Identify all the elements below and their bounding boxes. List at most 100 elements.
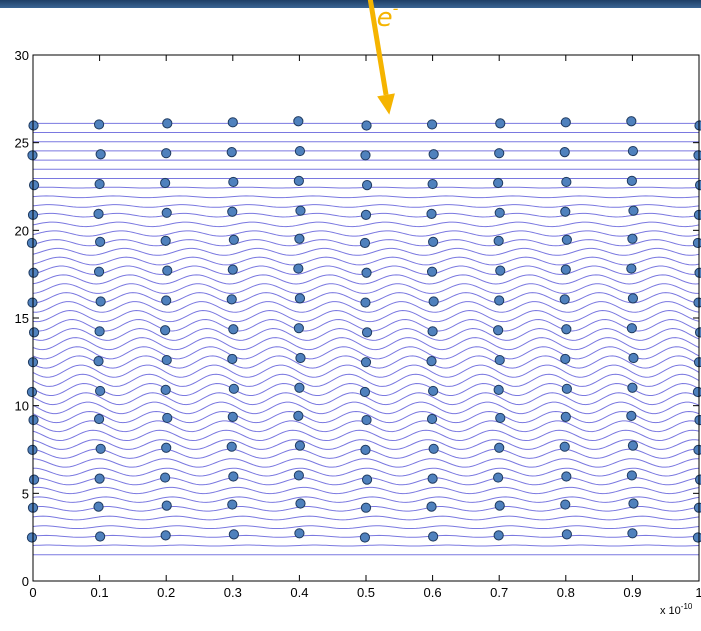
atom-point bbox=[626, 470, 637, 481]
x-tick-label: 0.7 bbox=[490, 585, 508, 600]
atom-point bbox=[628, 498, 639, 509]
y-tick-label: 20 bbox=[15, 223, 29, 238]
atom-point bbox=[694, 474, 701, 485]
atom-point bbox=[94, 473, 105, 484]
atom-point bbox=[228, 471, 239, 482]
atom-point bbox=[561, 529, 572, 540]
atom-point bbox=[160, 235, 171, 246]
atom-point bbox=[493, 472, 504, 483]
atom-point bbox=[626, 410, 637, 421]
x-axis-ticks: 0 0.1 0.2 0.3 0.4 0.5 0.6 0.7 0.8 0.9 1 bbox=[29, 55, 701, 600]
atom-point bbox=[93, 208, 104, 219]
x-tick-label: 0.6 bbox=[424, 585, 442, 600]
atom-point bbox=[226, 441, 237, 452]
atom-point bbox=[693, 444, 701, 455]
atom-point bbox=[428, 385, 439, 397]
atom-point bbox=[428, 443, 439, 454]
atom-point bbox=[426, 266, 438, 277]
atom-point bbox=[428, 296, 439, 307]
y-tick-label: 5 bbox=[22, 486, 29, 501]
atom-point bbox=[628, 205, 639, 216]
electron-arrow-shaft bbox=[367, 0, 389, 96]
streamline bbox=[33, 301, 699, 313]
atom-point bbox=[561, 324, 572, 335]
atom-point bbox=[494, 295, 505, 306]
atom-point bbox=[426, 356, 437, 367]
atom-point bbox=[694, 267, 701, 278]
atom-point bbox=[227, 353, 238, 365]
atom-point bbox=[427, 326, 438, 337]
streamline bbox=[33, 195, 699, 199]
atom-point bbox=[626, 175, 637, 186]
atom-point bbox=[361, 327, 373, 338]
y-tick-label: 25 bbox=[15, 136, 29, 151]
atom-point bbox=[26, 386, 38, 398]
atom-point bbox=[28, 120, 39, 131]
atom-point bbox=[361, 267, 372, 278]
atom-point bbox=[560, 117, 571, 128]
streamline bbox=[33, 373, 699, 387]
atom-point bbox=[95, 236, 106, 248]
atom-point bbox=[161, 354, 172, 366]
atom-point bbox=[294, 382, 305, 393]
atom-point bbox=[626, 263, 637, 274]
atom-point bbox=[426, 413, 438, 425]
atom-point bbox=[493, 384, 504, 395]
atom-point bbox=[561, 383, 572, 394]
streamline bbox=[33, 204, 699, 208]
streamline bbox=[33, 256, 699, 266]
atom-point bbox=[692, 386, 701, 398]
atom-point bbox=[627, 293, 639, 304]
atom-point bbox=[427, 473, 438, 484]
atom-point bbox=[359, 237, 371, 249]
x-tick-label: 0.2 bbox=[157, 585, 175, 600]
atom-point bbox=[627, 440, 639, 451]
atom-point bbox=[627, 145, 639, 157]
atom-point bbox=[694, 120, 701, 131]
atom-point bbox=[227, 117, 238, 128]
atom-point bbox=[561, 234, 572, 245]
atom-point bbox=[627, 233, 638, 244]
atom-point bbox=[27, 150, 38, 161]
atom-point bbox=[627, 528, 638, 539]
electron-annotation: e- bbox=[367, 0, 399, 115]
atom-point bbox=[561, 176, 572, 188]
atom-point bbox=[28, 474, 40, 485]
atom-point bbox=[559, 441, 570, 452]
atom-point bbox=[293, 323, 304, 334]
atom-point bbox=[361, 180, 373, 191]
atom-point bbox=[360, 444, 371, 455]
atom-point bbox=[227, 411, 238, 422]
atom-point bbox=[494, 500, 505, 511]
atom-point bbox=[226, 294, 237, 305]
atom-point bbox=[160, 325, 171, 336]
streamline bbox=[33, 410, 699, 424]
atom-point bbox=[161, 148, 172, 159]
atom-point bbox=[428, 236, 439, 248]
atom-point bbox=[228, 383, 239, 394]
atom-point bbox=[495, 265, 506, 276]
atom-point bbox=[361, 474, 373, 485]
atom-point bbox=[494, 148, 505, 159]
atom-point bbox=[95, 149, 106, 160]
atom-point bbox=[426, 501, 437, 512]
atom-point bbox=[627, 382, 638, 393]
y-tick-label: 30 bbox=[15, 48, 29, 63]
streamline bbox=[33, 439, 699, 450]
atom-point bbox=[295, 498, 306, 509]
atom-point bbox=[94, 178, 105, 190]
atom-point bbox=[560, 264, 571, 275]
streamline bbox=[33, 515, 699, 521]
atom-point bbox=[361, 414, 372, 426]
streamline bbox=[33, 310, 699, 323]
streamline bbox=[33, 346, 699, 360]
streamline bbox=[33, 429, 699, 442]
atom-point bbox=[95, 296, 106, 307]
atom-point bbox=[493, 235, 504, 246]
atom-point bbox=[360, 297, 371, 308]
streamline bbox=[33, 486, 699, 495]
atom-point bbox=[361, 120, 372, 131]
atom-point bbox=[560, 206, 571, 217]
atom-point bbox=[228, 324, 239, 335]
atom-point bbox=[228, 529, 239, 540]
